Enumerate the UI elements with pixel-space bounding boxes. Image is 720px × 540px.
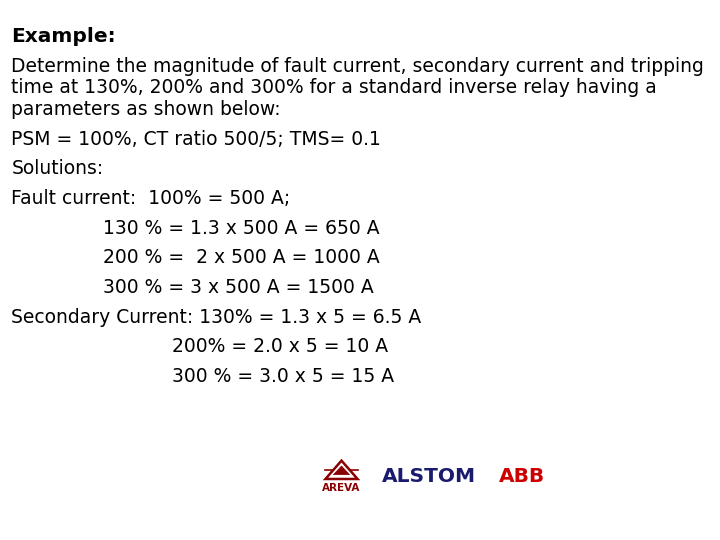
Text: Determine the magnitude of fault current, secondary current and tripping: Determine the magnitude of fault current… xyxy=(12,57,704,76)
Text: 130 % = 1.3 x 500 A = 650 A: 130 % = 1.3 x 500 A = 650 A xyxy=(103,219,380,238)
Text: Solutions:: Solutions: xyxy=(12,159,104,178)
Polygon shape xyxy=(333,466,349,475)
Text: ALSTOM: ALSTOM xyxy=(382,467,477,487)
Text: 200% = 2.0 x 5 = 10 A: 200% = 2.0 x 5 = 10 A xyxy=(172,338,388,356)
Text: 300 % = 3.0 x 5 = 15 A: 300 % = 3.0 x 5 = 15 A xyxy=(172,367,395,386)
Text: Example:: Example: xyxy=(12,27,116,46)
Text: parameters as shown below:: parameters as shown below: xyxy=(12,100,281,119)
Text: ABB: ABB xyxy=(499,467,545,487)
Text: PSM = 100%, CT ratio 500/5; TMS= 0.1: PSM = 100%, CT ratio 500/5; TMS= 0.1 xyxy=(12,130,382,148)
Text: 200 % =  2 x 500 A = 1000 A: 200 % = 2 x 500 A = 1000 A xyxy=(103,248,380,267)
Text: Secondary Current: 130% = 1.3 x 5 = 6.5 A: Secondary Current: 130% = 1.3 x 5 = 6.5 … xyxy=(12,308,422,327)
Text: 300 % = 3 x 500 A = 1500 A: 300 % = 3 x 500 A = 1500 A xyxy=(103,278,374,297)
Text: time at 130%, 200% and 300% for a standard inverse relay having a: time at 130%, 200% and 300% for a standa… xyxy=(12,78,657,97)
Text: AREVA: AREVA xyxy=(323,483,361,492)
Text: Fault current:  100% = 500 A;: Fault current: 100% = 500 A; xyxy=(12,189,291,208)
